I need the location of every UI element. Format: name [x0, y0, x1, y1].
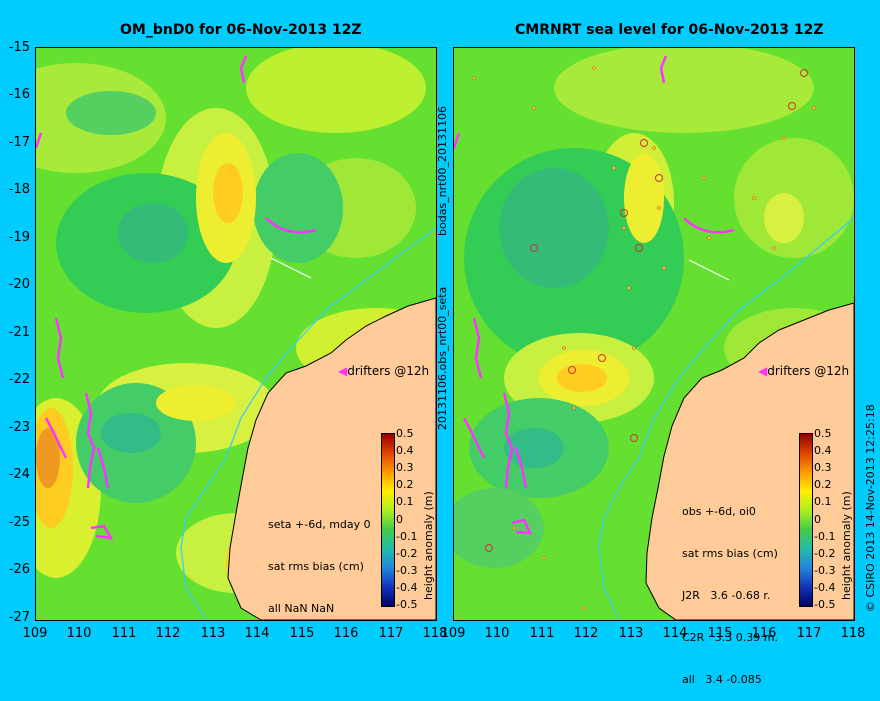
y-tick-label: -15 — [8, 40, 30, 55]
colorbar-tick-label: -0.2 — [396, 547, 418, 560]
info-line: all 3.4 -0.085 — [682, 673, 762, 686]
info-line: sat rms bias (cm) — [682, 547, 778, 560]
y-tick-label: -26 — [8, 562, 30, 577]
x-tick-label: 109 — [440, 626, 466, 641]
info-line: obs +-6d, oi0 — [682, 505, 756, 518]
y-tick-label: -27 — [8, 610, 30, 625]
colorbar-tick-label: 0.1 — [814, 495, 832, 508]
x-tick-label: 109 — [22, 626, 48, 641]
x-tick-label: 113 — [200, 626, 226, 641]
right-colorbar — [799, 433, 813, 607]
y-tick-label: -25 — [8, 515, 30, 530]
y-tick-label: -21 — [8, 325, 30, 340]
colorbar-tick-label: -0.3 — [814, 564, 836, 577]
y-tick-label: -24 — [8, 467, 30, 482]
colorbar-tick-label: 0.4 — [396, 444, 414, 457]
colorbar-tick-label: -0.2 — [814, 547, 836, 560]
left-drifters-legend: ◀drifters @12h — [338, 364, 429, 378]
right-info-block: obs +-6d, oi0 sat rms bias (cm) J2R 3.6 … — [682, 477, 778, 701]
x-tick-label: 117 — [796, 626, 822, 641]
left-colorbar-label: height anomaly (m) — [422, 491, 435, 600]
colorbar-tick-label: 0 — [814, 513, 821, 526]
right-map-title: CMRNRT sea level for 06-Nov-2013 12Z — [515, 22, 824, 38]
y-tick-label: -18 — [8, 182, 30, 197]
left-map-panel — [35, 47, 437, 621]
y-tick-label: -16 — [8, 87, 30, 102]
colorbar-tick-label: 0.5 — [396, 427, 414, 440]
colorbar-tick-label: 0 — [396, 513, 403, 526]
colorbar-tick-label: -0.5 — [396, 598, 418, 611]
colorbar-tick-label: -0.1 — [814, 530, 836, 543]
x-tick-label: 118 — [422, 626, 448, 641]
info-line: C2R 3.3 0.39 m. — [682, 631, 779, 644]
colorbar-tick-label: 0.2 — [814, 478, 832, 491]
drifters-label: drifters @12h — [347, 364, 430, 378]
colorbar-tick-label: 0.3 — [814, 461, 832, 474]
x-tick-label: 114 — [244, 626, 270, 641]
x-tick-label: 111 — [111, 626, 137, 641]
x-tick-label: 110 — [66, 626, 92, 641]
x-tick-label: 116 — [333, 626, 359, 641]
x-tick-label: 117 — [378, 626, 404, 641]
x-tick-label: 114 — [662, 626, 688, 641]
colorbar-tick-label: -0.3 — [396, 564, 418, 577]
x-tick-label: 110 — [484, 626, 510, 641]
x-tick-label: 111 — [529, 626, 555, 641]
y-tick-label: -17 — [8, 135, 30, 150]
x-tick-label: 112 — [155, 626, 181, 641]
colorbar-tick-label: -0.4 — [814, 581, 836, 594]
right-map-canvas — [454, 48, 854, 620]
colorbar-tick-label: 0.2 — [396, 478, 414, 491]
obs-source-label: 20131106.obs_nrt00_seta — [436, 286, 449, 430]
info-line: J2R 3.6 -0.68 r. — [682, 589, 771, 602]
left-map-title: OM_bnD0 for 06-Nov-2013 12Z — [120, 22, 362, 38]
y-tick-label: -23 — [8, 420, 30, 435]
drifter-marker-icon: ◀ — [338, 364, 348, 378]
info-line: sat rms bias (cm) — [268, 560, 364, 573]
left-colorbar — [381, 433, 395, 607]
colorbar-tick-label: 0.5 — [814, 427, 832, 440]
x-tick-label: 115 — [707, 626, 733, 641]
right-drifters-legend: ◀drifters @12h — [758, 364, 849, 378]
left-map-canvas — [36, 48, 436, 620]
x-tick-label: 115 — [289, 626, 315, 641]
info-line: seta +-6d, mday 0 — [268, 518, 371, 531]
colorbar-tick-label: 0.4 — [814, 444, 832, 457]
left-info-block: seta +-6d, mday 0 sat rms bias (cm) all … — [268, 490, 371, 630]
x-tick-label: 113 — [618, 626, 644, 641]
colorbar-tick-label: -0.5 — [814, 598, 836, 611]
bodas-source-label: bodas_nrt00_20131106 — [436, 106, 449, 236]
colorbar-tick-label: -0.1 — [396, 530, 418, 543]
right-colorbar-label: height anomaly (m) — [840, 491, 853, 600]
colorbar-tick-label: 0.1 — [396, 495, 414, 508]
colorbar-tick-label: 0.3 — [396, 461, 414, 474]
x-tick-label: 118 — [840, 626, 866, 641]
info-line: all NaN NaN — [268, 602, 335, 615]
y-tick-label: -20 — [8, 277, 30, 292]
right-map-panel — [453, 47, 855, 621]
y-tick-label: -22 — [8, 372, 30, 387]
x-tick-label: 116 — [751, 626, 777, 641]
colorbar-tick-label: -0.4 — [396, 581, 418, 594]
x-tick-label: 112 — [573, 626, 599, 641]
drifters-label: drifters @12h — [767, 364, 850, 378]
copyright-label: © CSIRO 2013 14-Nov-2013 12:25:18 — [864, 404, 877, 612]
y-tick-label: -19 — [8, 230, 30, 245]
drifter-marker-icon: ◀ — [758, 364, 768, 378]
